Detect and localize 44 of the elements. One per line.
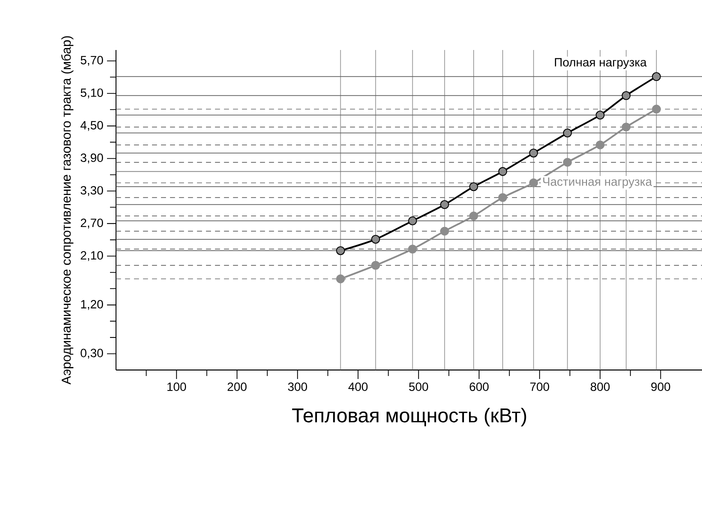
point <box>408 244 417 254</box>
point <box>529 178 538 188</box>
series-label: Частичная нагрузка <box>543 178 652 188</box>
point <box>622 122 631 132</box>
x-tick-label: 100 <box>167 382 186 391</box>
point <box>440 200 450 210</box>
x-axis-title: Тепловая мощность (кВт) <box>292 408 526 426</box>
x-tick-label: 300 <box>288 382 308 391</box>
point <box>371 234 380 244</box>
y-tick-label: 1,20 <box>81 300 104 310</box>
point <box>652 104 661 114</box>
x-tick-label: 400 <box>348 382 368 391</box>
point <box>498 167 508 176</box>
y-axis-title: Аэродинамическое сопротивление газового тракта (мбар) <box>61 36 74 385</box>
point <box>336 274 345 284</box>
point <box>596 140 605 150</box>
point <box>652 72 661 82</box>
point <box>469 212 478 220</box>
point <box>336 246 345 256</box>
x-tick-label: 600 <box>470 382 489 391</box>
point <box>563 128 572 138</box>
point <box>371 260 380 270</box>
point <box>596 110 605 120</box>
series-label: Полная нагрузка <box>554 58 647 69</box>
x-tick-label: 900 <box>651 382 670 391</box>
x-tick-label: 800 <box>590 382 610 391</box>
y-tick-label: 3,30 <box>80 186 104 196</box>
x-tick-label: 500 <box>409 382 428 391</box>
x-tick-label: 200 <box>228 382 247 391</box>
point <box>440 226 450 236</box>
y-tick-label: 4,50 <box>80 120 104 131</box>
y-tick-label: 5,70 <box>80 56 104 66</box>
point <box>469 182 478 192</box>
point <box>622 91 631 100</box>
y-tick-label: 2,10 <box>80 251 104 262</box>
x-tick-label: 700 <box>530 382 550 391</box>
point <box>498 193 508 202</box>
y-tick-label: 0,30 <box>80 348 104 359</box>
point <box>563 158 572 167</box>
y-tick-label: 3,90 <box>80 154 104 164</box>
point <box>408 216 417 226</box>
y-tick-label: 2,70 <box>80 218 104 228</box>
y-tick-label: 5,10 <box>80 88 104 98</box>
point <box>529 148 538 158</box>
